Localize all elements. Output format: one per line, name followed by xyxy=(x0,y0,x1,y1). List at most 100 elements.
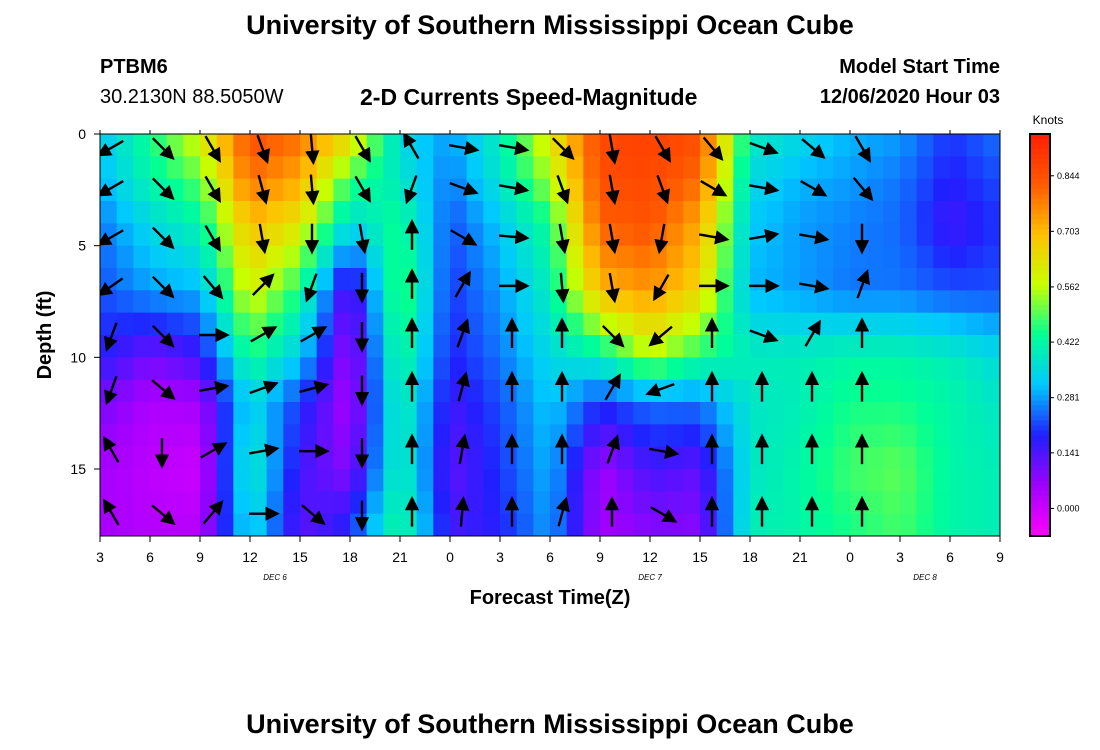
heatmap-cell xyxy=(983,268,1000,291)
heatmap-cell xyxy=(916,156,934,180)
heatmap-cell xyxy=(750,201,768,224)
heatmap-cell xyxy=(133,357,151,381)
heatmap-cell xyxy=(566,513,584,536)
colorbar-segment xyxy=(1030,470,1050,477)
heatmap-cell xyxy=(166,424,184,448)
x-tick-label: 0 xyxy=(846,549,854,565)
heatmap-cell xyxy=(616,335,634,358)
heatmap-cell xyxy=(216,491,234,515)
current-vector-arrow xyxy=(104,375,118,406)
heatmap-cell xyxy=(666,402,684,425)
heatmap-cell xyxy=(216,335,234,358)
heatmap-cell xyxy=(833,223,851,247)
current-vector-arrow xyxy=(103,498,120,526)
heatmap-cell xyxy=(333,491,351,515)
heatmap-cell xyxy=(683,178,701,202)
heatmap-cell xyxy=(716,357,734,381)
heatmap-cell xyxy=(633,245,651,269)
heatmap-cell xyxy=(450,178,468,202)
heatmap-cell xyxy=(950,469,968,492)
heatmap-cell xyxy=(983,178,1000,202)
heatmap-cell xyxy=(683,335,701,358)
heatmap-cell xyxy=(750,513,768,536)
heatmap-cell xyxy=(583,357,601,381)
colorbar-segment xyxy=(1030,500,1050,507)
heatmap-cell xyxy=(433,245,451,269)
station-id: PTBM6 xyxy=(100,56,168,78)
heatmap-cell xyxy=(683,223,701,247)
heatmap-cell xyxy=(766,290,784,314)
heatmap-cell xyxy=(533,245,551,269)
heatmap-cell xyxy=(516,469,534,492)
heatmap-cell xyxy=(383,134,401,157)
heatmap-cell xyxy=(433,178,451,202)
colorbar-segment xyxy=(1030,269,1050,276)
heatmap-cell xyxy=(550,201,568,224)
heatmap-cell xyxy=(933,290,951,314)
heatmap-cell xyxy=(566,156,584,180)
heatmap-cell xyxy=(900,268,918,291)
colorbar-segment xyxy=(1030,139,1050,145)
heatmap-cell xyxy=(216,357,234,381)
heatmap-cell xyxy=(166,469,184,492)
heatmap-cell xyxy=(333,245,351,269)
heatmap-cell xyxy=(200,201,218,224)
heatmap-cell xyxy=(816,223,834,247)
heatmap-cell xyxy=(316,469,334,492)
heatmap-cell xyxy=(183,469,201,492)
heatmap-cell xyxy=(900,402,918,425)
current-vector-arrow xyxy=(498,229,530,245)
heatmap-cell xyxy=(433,446,451,470)
heatmap-cell xyxy=(383,379,401,403)
heatmap-cell xyxy=(866,424,884,448)
heatmap-cell xyxy=(416,357,434,381)
heatmap-cell xyxy=(300,335,318,358)
heatmap-cell xyxy=(333,402,351,425)
x-tick-label: 12 xyxy=(642,549,658,565)
heatmap-cell xyxy=(133,446,151,470)
heatmap-cell xyxy=(266,201,284,224)
heatmap-cell xyxy=(766,446,784,470)
heatmap-cell xyxy=(750,424,768,448)
current-vector-arrow xyxy=(204,224,221,253)
heatmap-cell xyxy=(866,469,884,492)
heatmap-cell xyxy=(716,402,734,425)
colorbar-segment xyxy=(1030,340,1050,346)
heatmap-cell xyxy=(516,245,534,269)
heatmap-cell xyxy=(466,335,484,358)
heatmap-cell xyxy=(500,357,518,381)
colorbar-segment xyxy=(1030,485,1050,492)
current-vector-arrow xyxy=(301,504,326,526)
heatmap-cell xyxy=(283,513,301,536)
heatmap-cell xyxy=(250,290,268,314)
colorbar: 0.844 0.703 0.562 0.422 0.281 0.141 0.000 xyxy=(1029,133,1080,537)
heatmap-cell xyxy=(216,178,234,202)
heatmap-cell xyxy=(266,290,284,314)
heatmap-cell xyxy=(333,134,351,157)
heatmap-cell xyxy=(933,424,951,448)
heatmap-cell xyxy=(833,513,851,536)
colorbar-segment xyxy=(1030,355,1050,361)
heatmap-cell xyxy=(833,178,851,202)
current-vector-arrow xyxy=(448,140,480,156)
current-vector-arrow xyxy=(456,318,470,348)
heatmap-cell xyxy=(550,290,568,314)
heatmap-cell xyxy=(383,290,401,314)
heatmap-cell xyxy=(800,446,818,470)
x-tick-label: 6 xyxy=(146,549,154,565)
heatmap-cell xyxy=(866,402,884,425)
heatmap-cell xyxy=(283,446,301,470)
heatmap-cell xyxy=(883,134,901,157)
heatmap-cell xyxy=(466,312,484,336)
colorbar-segment xyxy=(1030,239,1050,246)
heatmap-cell xyxy=(683,245,701,269)
heatmap-cell xyxy=(200,357,218,381)
heatmap-cell xyxy=(416,469,434,492)
heatmap-cell xyxy=(366,245,384,269)
heatmap-cell xyxy=(183,491,201,515)
heatmap-cell xyxy=(750,245,768,269)
heatmap-cell xyxy=(683,156,701,180)
heatmap-cell xyxy=(750,469,768,492)
heatmap-cell xyxy=(600,402,618,425)
x-tick-label: 3 xyxy=(896,549,904,565)
